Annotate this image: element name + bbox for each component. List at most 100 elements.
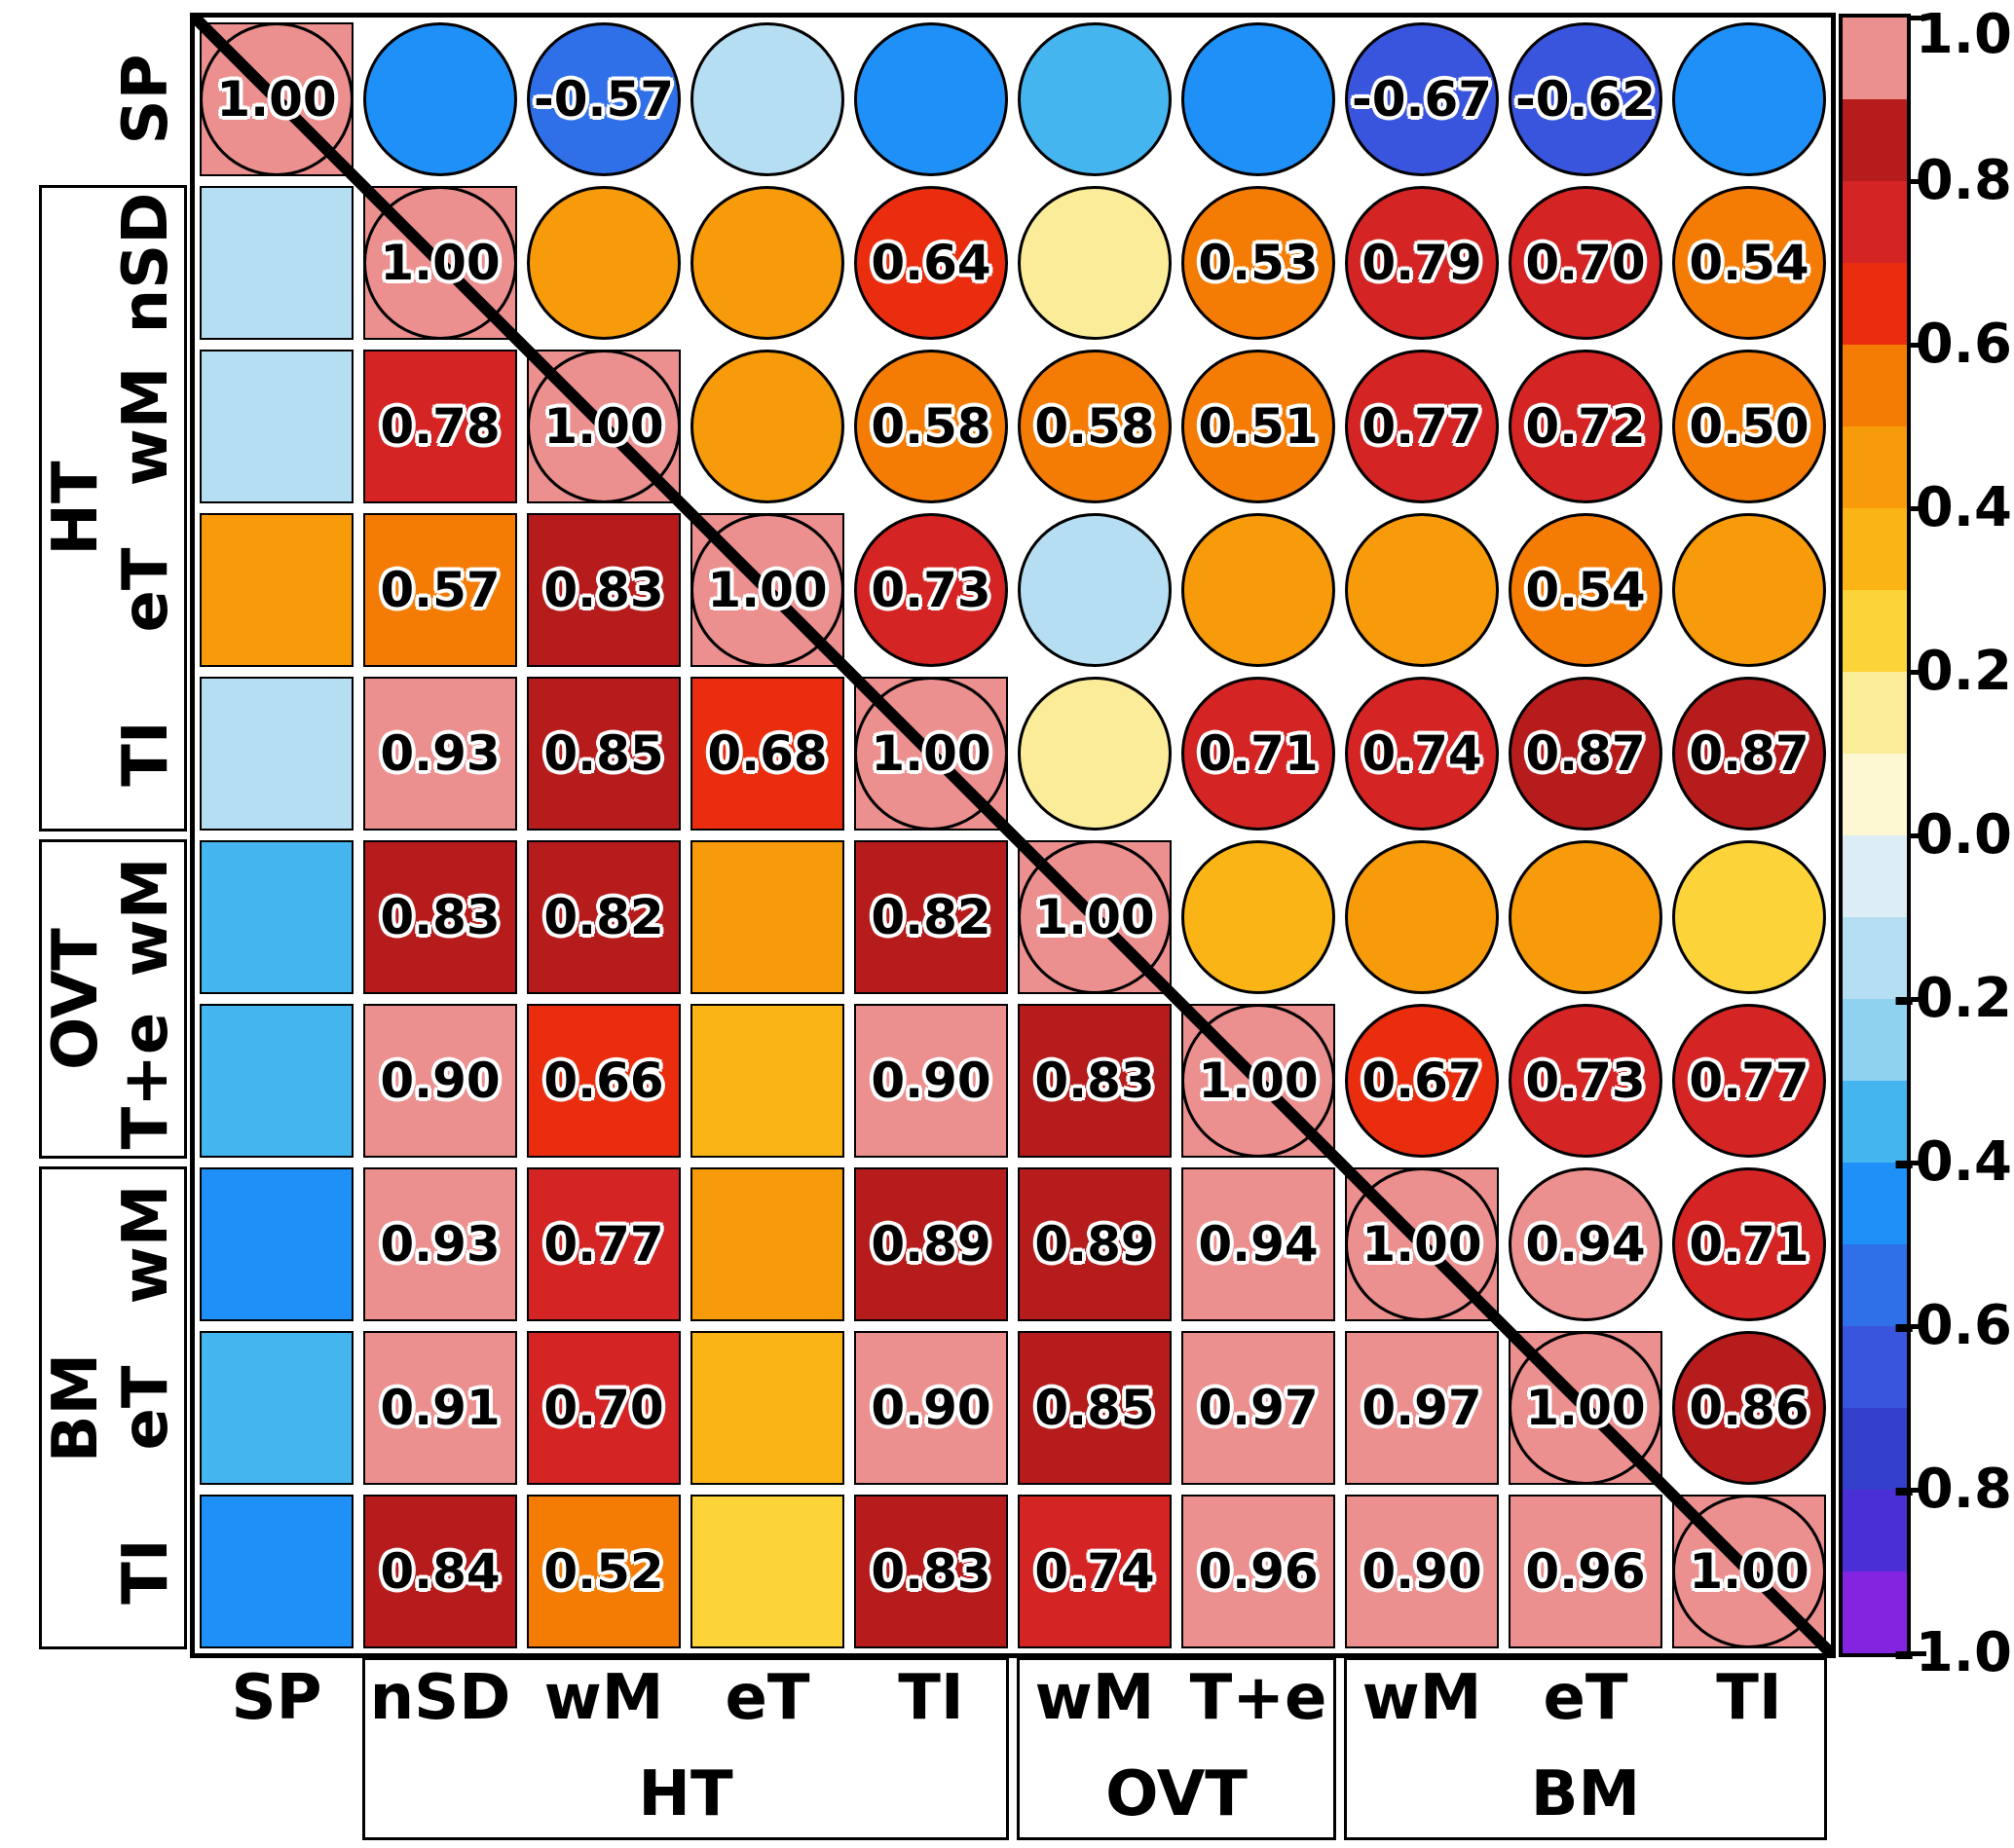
matrix-cell [1340,508,1504,672]
cell-value: 1.00 [543,398,664,455]
row-group-label: OVT [40,928,112,1070]
matrix-cell: 0.57 [358,508,522,672]
correlation-square [200,840,354,994]
cell-value: 0.72 [1525,398,1646,455]
cell-value: 0.86 [1689,1380,1809,1436]
correlation-circle [854,22,1008,176]
cell-value: 0.58 [1034,398,1155,455]
matrix-cell: 1.00 [1176,999,1340,1163]
col-group-label: HT [638,1758,733,1830]
colorbar-segment [1843,1244,1907,1326]
matrix-cell [849,18,1013,181]
matrix-cell: 0.77 [522,1163,686,1326]
colorbar-tick [1911,179,1926,184]
matrix-cell: 0.84 [358,1490,522,1653]
matrix-cell [1667,835,1831,999]
cell-value: 1.00 [707,562,828,618]
matrix-cell: 0.96 [1176,1490,1340,1653]
matrix-cell: 0.64 [849,181,1013,345]
correlation-square [200,677,354,831]
matrix-cell [195,999,358,1163]
matrix-cell: 0.90 [358,999,522,1163]
correlation-circle [1018,513,1172,667]
cell-value: 0.87 [1689,725,1809,782]
cell-value: 0.77 [1689,1053,1809,1109]
cell-value: 0.66 [543,1053,664,1109]
matrix-cell: 0.90 [1340,1490,1504,1653]
colorbar-segment [1843,99,1907,181]
matrix-cell: 0.68 [686,672,849,835]
colorbar-segment [1843,426,1907,508]
cell-value: 1.00 [216,71,337,128]
colorbar-segment [1843,1326,1907,1408]
matrix-cell: 0.93 [358,672,522,835]
matrix-cell [195,181,358,345]
row-group-label: HT [40,461,112,556]
matrix-cell: 0.82 [522,835,686,999]
cell-value: 0.93 [380,1216,501,1273]
correlation-circle [1345,513,1499,667]
cell-value: 0.52 [543,1543,664,1600]
cell-value: 1.00 [1034,889,1155,945]
cell-value: 1.00 [871,725,991,782]
cell-value: 1.00 [380,235,501,291]
matrix-cell [1504,835,1667,999]
correlation-square [690,840,844,994]
cell-value: 0.91 [380,1380,501,1436]
matrix-cell [195,1163,358,1326]
colorbar-segment [1843,263,1907,345]
correlation-circle [690,22,844,176]
correlation-circle [690,350,844,503]
colorbar-segment [1843,181,1907,263]
colorbar-segment [1843,1408,1907,1490]
cell-value: 1.00 [1361,1216,1482,1273]
matrix-cell: 0.87 [1667,672,1831,835]
cell-value: 0.96 [1198,1543,1319,1600]
colorbar-tick [1911,997,1926,1002]
cell-value: 0.93 [380,725,501,782]
cell-value: 0.83 [1034,1053,1155,1109]
matrix-cell: 0.96 [1504,1490,1667,1653]
matrix-cell [1013,672,1176,835]
colorbar [1839,14,1911,1657]
matrix-cell: 0.53 [1176,181,1340,345]
correlation-circle [1672,513,1826,667]
matrix-cell: -0.67 [1340,18,1504,181]
matrix-cell [1013,181,1176,345]
matrix-cell [1667,508,1831,672]
matrix-cell: 0.77 [1340,345,1504,508]
cell-value: 0.84 [380,1543,501,1600]
colorbar-tick-label: 0.8 [1915,149,2012,212]
matrix-cell: 0.86 [1667,1326,1831,1490]
cell-value: -0.62 [1514,71,1657,128]
col-group-box [1344,1657,1827,1840]
matrix-cell: 0.83 [849,1490,1013,1653]
col-label: wM [1034,1662,1155,1734]
matrix-cell [686,18,849,181]
cell-value: 0.54 [1689,235,1809,291]
cell-value: 0.77 [1361,398,1482,455]
colorbar-segment [1843,18,1907,99]
matrix-cell: -0.62 [1504,18,1667,181]
cell-value: 0.67 [1361,1053,1482,1109]
cell-value: 0.90 [871,1380,991,1436]
matrix-cell [1176,18,1340,181]
cell-value: 0.73 [871,562,991,618]
colorbar-tick [1911,16,1926,20]
matrix-cell: 0.52 [522,1490,686,1653]
colorbar-tick-label: -0.2 [1892,967,2012,1030]
col-group-label: BM [1530,1758,1641,1830]
col-label: nSD [369,1662,511,1734]
cell-value: 1.00 [1689,1543,1809,1600]
cell-value: 0.97 [1198,1380,1319,1436]
cell-value: 0.79 [1361,235,1482,291]
cell-value: 0.97 [1361,1380,1482,1436]
cell-value: 0.87 [1525,725,1646,782]
col-label: wM [1361,1662,1482,1734]
colorbar-segment [1843,1571,1907,1653]
col-label: SP [231,1662,322,1734]
matrix-cell [522,181,686,345]
matrix-cell: 0.97 [1340,1326,1504,1490]
matrix-cell: 0.73 [1504,999,1667,1163]
matrix-cell: 0.77 [1667,999,1831,1163]
